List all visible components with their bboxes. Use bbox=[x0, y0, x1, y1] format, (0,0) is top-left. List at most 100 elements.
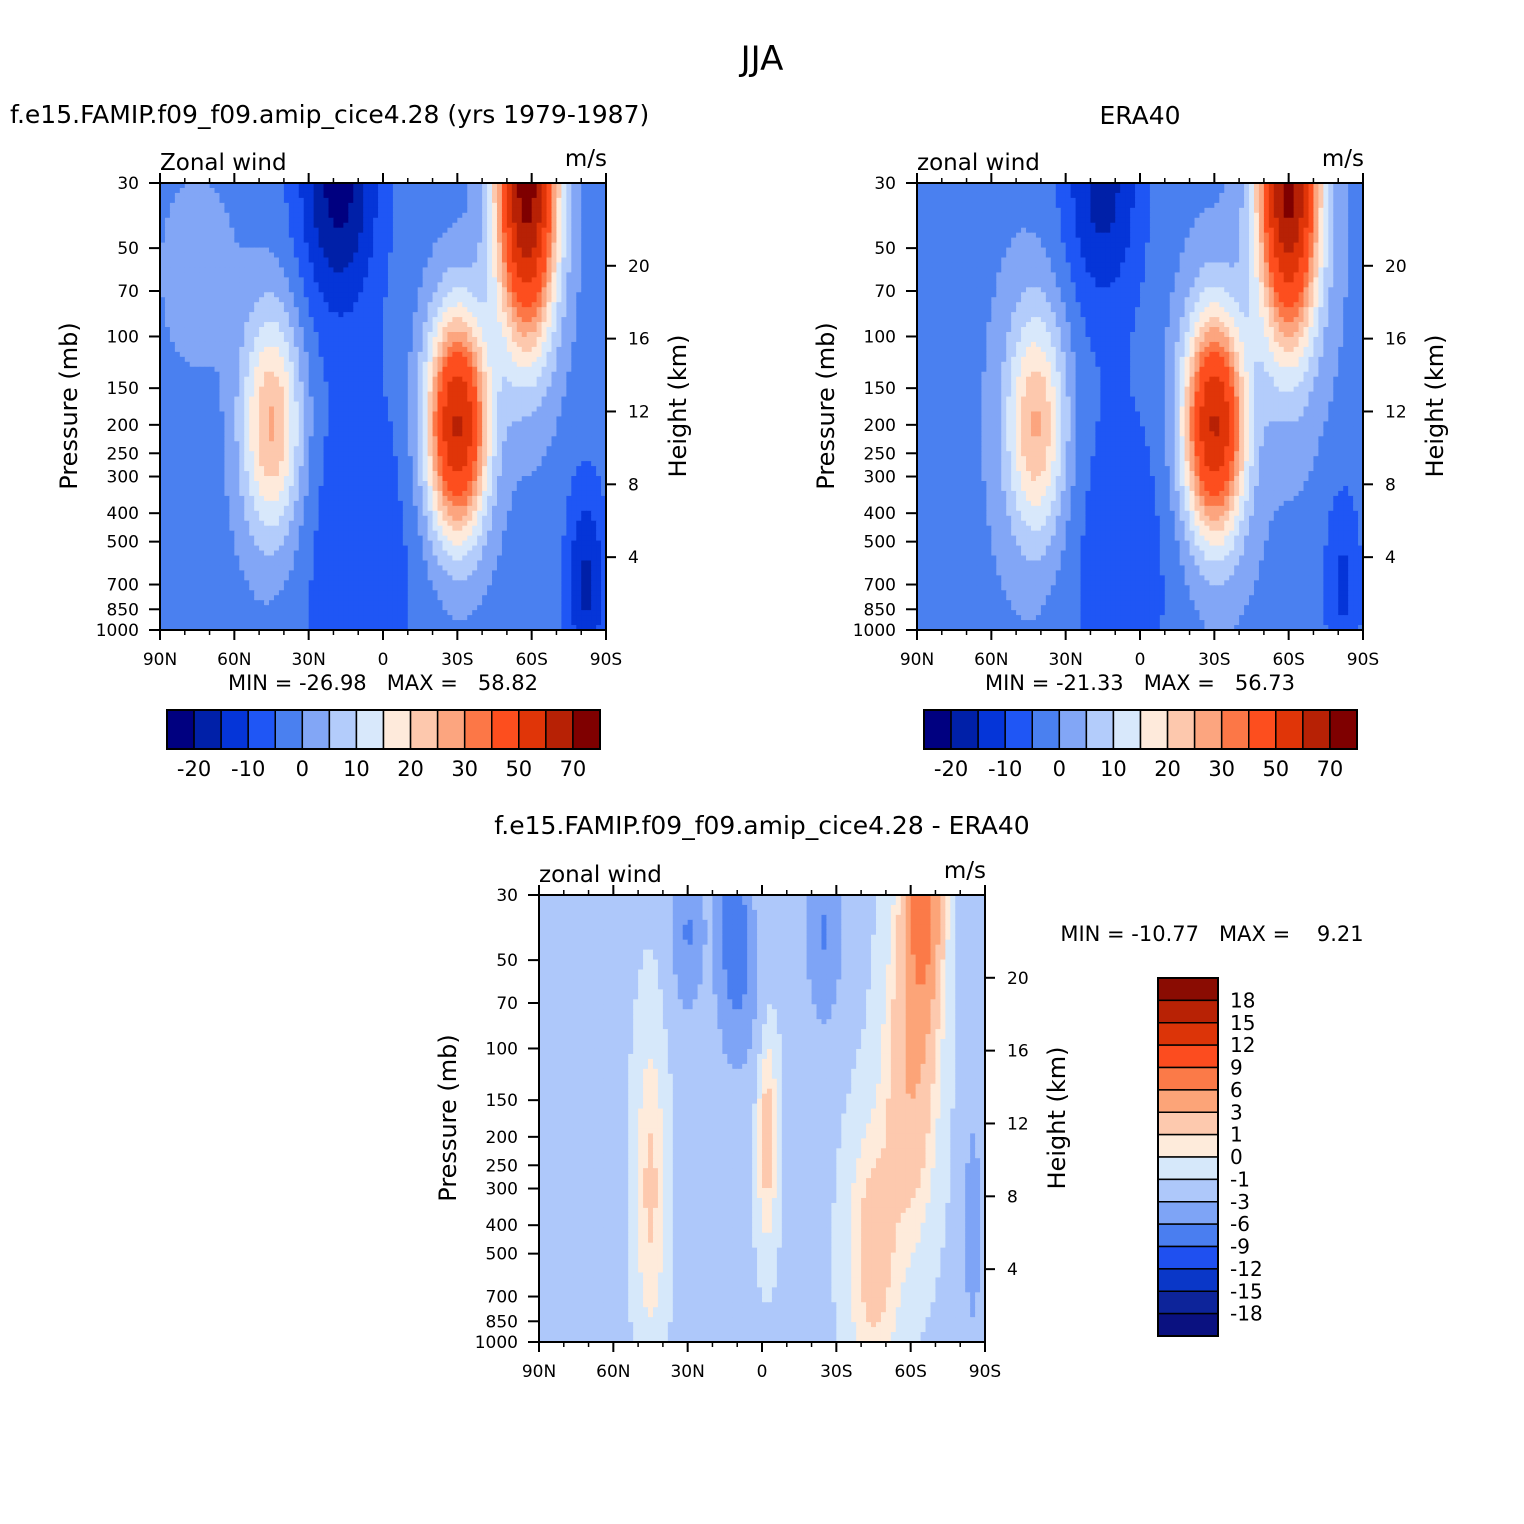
contour-cell bbox=[482, 277, 488, 283]
contour-cell bbox=[477, 262, 483, 269]
contour-cell bbox=[496, 232, 503, 239]
contour-cell bbox=[477, 332, 483, 338]
contour-cell bbox=[541, 391, 548, 398]
contour-cell bbox=[427, 202, 434, 209]
contour-cell bbox=[487, 247, 493, 254]
contour-cell bbox=[164, 227, 171, 234]
contour-cell bbox=[378, 366, 384, 373]
contour-cell bbox=[328, 386, 335, 393]
contour-cell bbox=[407, 197, 414, 204]
contour-cell bbox=[432, 327, 439, 333]
contour-cell bbox=[169, 272, 176, 278]
contour-cell bbox=[412, 247, 419, 254]
contour-cell bbox=[234, 381, 240, 388]
contour-cell bbox=[249, 411, 255, 418]
contour-cell bbox=[323, 207, 330, 214]
contour-cell bbox=[571, 336, 577, 343]
contour-cell bbox=[447, 272, 453, 278]
contour-cell bbox=[412, 396, 419, 403]
contour-cell bbox=[561, 242, 567, 249]
contour-cell bbox=[278, 317, 285, 323]
contour-cell bbox=[283, 356, 290, 363]
contour-cell bbox=[343, 431, 349, 437]
contour-cell bbox=[160, 262, 166, 269]
contour-cell bbox=[531, 411, 538, 418]
contour-cell bbox=[224, 436, 230, 442]
contour-cell bbox=[586, 426, 592, 432]
contour-cell bbox=[387, 287, 394, 293]
contour-cell bbox=[551, 307, 558, 313]
contour-cell bbox=[536, 366, 543, 373]
contour-cell bbox=[536, 327, 543, 333]
contour-cell bbox=[407, 327, 414, 333]
contour-cell bbox=[482, 441, 488, 447]
contour-cell bbox=[496, 446, 503, 452]
contour-cell bbox=[234, 446, 240, 452]
contour-cell bbox=[397, 341, 404, 348]
contour-cell bbox=[259, 451, 265, 457]
contour-cell bbox=[576, 192, 582, 199]
contour-cell bbox=[417, 322, 424, 328]
contour-cell bbox=[219, 381, 226, 388]
contour-cell bbox=[288, 277, 295, 283]
contour-cell bbox=[521, 187, 528, 194]
contour-cell bbox=[472, 416, 478, 422]
contour-cell bbox=[368, 297, 374, 303]
contour-cell bbox=[492, 332, 498, 338]
contour-cell bbox=[184, 386, 191, 393]
contour-cell bbox=[323, 242, 330, 249]
contour-cell bbox=[427, 327, 434, 333]
contour-cell bbox=[506, 272, 513, 278]
contour-cell bbox=[184, 421, 191, 427]
contour-cell bbox=[387, 361, 394, 368]
contour-cell bbox=[521, 297, 528, 303]
contour-cell bbox=[254, 346, 260, 353]
contour-cell bbox=[566, 187, 572, 194]
contour-cell bbox=[452, 212, 458, 219]
contour-cell bbox=[566, 426, 572, 432]
contour-cell bbox=[487, 431, 493, 437]
contour-cell bbox=[492, 317, 498, 323]
contour-cell bbox=[368, 242, 374, 249]
contour-cell bbox=[521, 232, 528, 239]
contour-cell bbox=[447, 386, 453, 393]
contour-cell bbox=[432, 187, 439, 194]
contour-cell bbox=[427, 386, 434, 393]
contour-cell bbox=[254, 361, 260, 368]
contour-cell bbox=[526, 341, 533, 348]
contour-cell bbox=[556, 317, 562, 323]
contour-cell bbox=[511, 411, 518, 418]
contour-cell bbox=[199, 247, 206, 254]
contour-cell bbox=[264, 376, 270, 383]
contour-cell bbox=[516, 267, 523, 273]
contour-cell bbox=[244, 386, 250, 393]
contour-cell bbox=[392, 411, 399, 418]
contour-cell bbox=[402, 292, 409, 298]
contour-cell bbox=[184, 446, 191, 452]
contour-cell bbox=[596, 272, 602, 278]
contour-cell bbox=[462, 297, 468, 303]
contour-cell bbox=[273, 277, 280, 283]
contour-cell bbox=[566, 227, 572, 234]
contour-cell bbox=[432, 262, 439, 269]
contour-cell bbox=[422, 197, 429, 204]
contour-cell bbox=[278, 391, 285, 398]
contour-cell bbox=[531, 187, 538, 194]
contour-cell bbox=[427, 451, 434, 457]
contour-cell bbox=[586, 441, 592, 447]
contour-cell bbox=[541, 346, 548, 353]
contour-cell bbox=[591, 267, 597, 273]
contour-cell bbox=[531, 292, 538, 298]
contour-cell bbox=[601, 192, 606, 199]
contour-cell bbox=[338, 307, 344, 313]
contour-cell bbox=[387, 202, 394, 209]
contour-cell bbox=[556, 197, 562, 204]
contour-cell bbox=[348, 406, 354, 413]
contour-cell bbox=[422, 322, 429, 328]
contour-cell bbox=[526, 187, 533, 194]
contour-cell bbox=[586, 197, 592, 204]
contour-cell bbox=[566, 381, 572, 388]
contour-cell bbox=[214, 262, 221, 269]
contour-cell bbox=[298, 237, 305, 244]
contour-cell bbox=[204, 242, 211, 249]
